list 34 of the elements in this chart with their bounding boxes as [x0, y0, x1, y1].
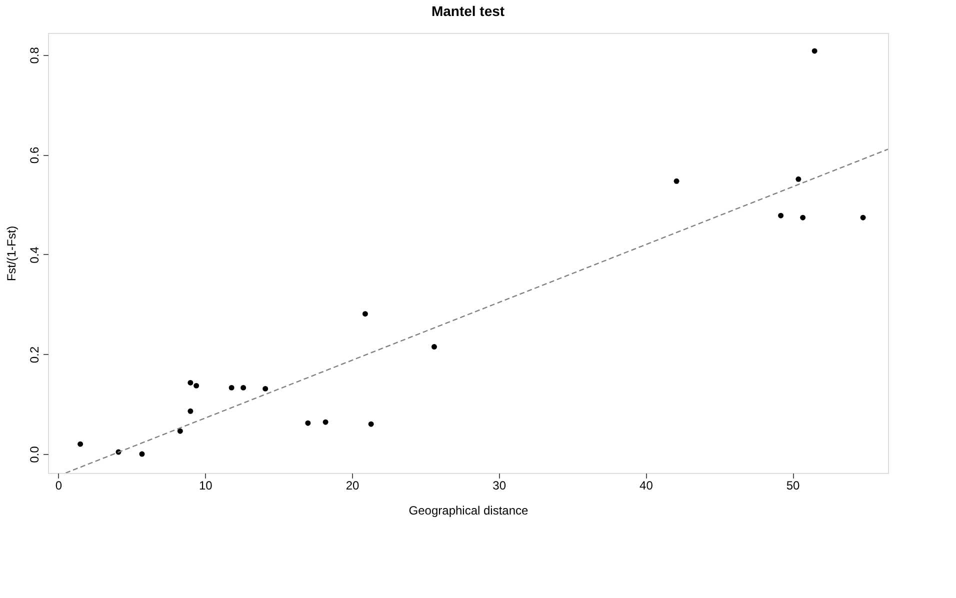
point [322, 419, 328, 425]
x-tick-label: 30 [492, 478, 506, 492]
y-tick-label: 0.6 [28, 146, 42, 164]
point [431, 344, 437, 350]
y-tick-label: 0.2 [28, 346, 42, 364]
y-tick-label: 0.8 [28, 46, 42, 64]
point [368, 421, 374, 427]
point [800, 214, 806, 220]
x-tick-label: 0 [55, 478, 62, 492]
y-tick-label: 0.4 [28, 246, 42, 264]
point [228, 384, 234, 390]
point [778, 212, 784, 218]
point [78, 441, 84, 447]
y-tick-label: 0.0 [28, 446, 42, 463]
point [305, 420, 311, 426]
point [177, 428, 183, 434]
x-tick-label: 40 [640, 478, 654, 492]
y-axis-title: Fst/(1-Fst) [4, 226, 18, 282]
point [194, 382, 200, 388]
point [362, 311, 368, 317]
point [188, 380, 194, 386]
x-tick-label: 50 [786, 478, 800, 492]
x-tick-label: 20 [346, 478, 360, 492]
x-tick-label: 10 [198, 478, 213, 492]
point [812, 48, 818, 54]
chart-title: Mantel test [431, 3, 505, 19]
point [796, 176, 802, 182]
point [262, 386, 268, 392]
point [240, 384, 246, 390]
point [188, 408, 194, 414]
point [139, 451, 145, 457]
point [860, 214, 866, 220]
x-axis-title: Geographical distance [408, 504, 529, 518]
point [674, 178, 680, 184]
